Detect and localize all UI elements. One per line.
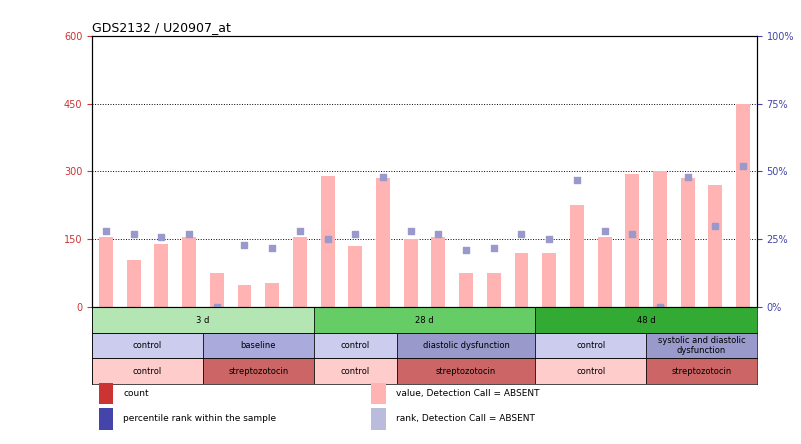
Point — [376, 173, 389, 180]
Bar — [396, 333, 535, 358]
Bar — [646, 358, 757, 384]
Text: streptozotocin: streptozotocin — [671, 367, 731, 376]
Bar — [265, 282, 279, 307]
Bar — [203, 358, 314, 384]
Bar — [535, 358, 646, 384]
Bar — [99, 408, 114, 429]
Point — [570, 176, 583, 183]
Bar — [404, 239, 417, 307]
Text: control: control — [133, 341, 162, 350]
Bar — [646, 333, 757, 358]
Bar — [514, 253, 529, 307]
Text: GDS2132 / U20907_at: GDS2132 / U20907_at — [92, 21, 231, 34]
Bar — [238, 285, 252, 307]
Text: 48 d: 48 d — [637, 316, 655, 325]
Point — [266, 244, 279, 251]
Point — [487, 244, 500, 251]
Bar — [314, 358, 396, 384]
Text: percentile rank within the sample: percentile rank within the sample — [123, 415, 276, 424]
Bar — [598, 237, 611, 307]
Bar — [203, 333, 314, 358]
Bar — [535, 307, 757, 333]
Bar — [396, 358, 535, 384]
Point — [293, 228, 306, 235]
Bar — [681, 178, 694, 307]
Text: control: control — [576, 367, 606, 376]
Bar — [92, 358, 203, 384]
Bar — [570, 206, 584, 307]
Bar — [487, 274, 501, 307]
Point — [99, 228, 112, 235]
Text: control: control — [576, 341, 606, 350]
Point — [405, 228, 417, 235]
Point — [460, 247, 473, 254]
Bar — [535, 333, 646, 358]
Bar — [626, 174, 639, 307]
Text: diastolic dysfunction: diastolic dysfunction — [423, 341, 509, 350]
Bar — [542, 253, 556, 307]
Text: control: control — [340, 341, 370, 350]
Point — [321, 236, 334, 243]
Bar — [127, 260, 141, 307]
Bar — [320, 176, 335, 307]
Point — [183, 230, 195, 238]
Bar — [372, 383, 386, 404]
Bar — [293, 237, 307, 307]
Text: streptozotocin: streptozotocin — [436, 367, 496, 376]
Text: streptozotocin: streptozotocin — [228, 367, 288, 376]
Text: baseline: baseline — [240, 341, 276, 350]
Bar — [708, 185, 723, 307]
Point — [349, 230, 362, 238]
Point — [737, 163, 750, 170]
Point — [127, 230, 140, 238]
Bar — [99, 237, 113, 307]
Text: rank, Detection Call = ABSENT: rank, Detection Call = ABSENT — [396, 415, 535, 424]
Point — [626, 230, 638, 238]
Bar — [182, 237, 196, 307]
Bar — [92, 333, 203, 358]
Bar — [155, 244, 168, 307]
Point — [432, 230, 445, 238]
Text: control: control — [340, 367, 370, 376]
Point — [682, 173, 694, 180]
Text: 3 d: 3 d — [196, 316, 210, 325]
Bar — [376, 178, 390, 307]
Bar — [99, 383, 114, 404]
Point — [543, 236, 556, 243]
Text: control: control — [133, 367, 162, 376]
Bar — [432, 237, 445, 307]
Bar — [372, 408, 386, 429]
Point — [598, 228, 611, 235]
Point — [515, 230, 528, 238]
Point — [211, 304, 223, 311]
Bar — [348, 246, 362, 307]
Point — [155, 233, 167, 240]
Point — [654, 304, 666, 311]
Text: value, Detection Call = ABSENT: value, Detection Call = ABSENT — [396, 389, 539, 398]
Text: 28 d: 28 d — [415, 316, 434, 325]
Bar — [314, 333, 396, 358]
Bar — [314, 307, 535, 333]
Bar — [459, 274, 473, 307]
Bar — [653, 171, 667, 307]
Text: systolic and diastolic
dysfunction: systolic and diastolic dysfunction — [658, 336, 746, 355]
Point — [709, 222, 722, 230]
Bar — [92, 307, 314, 333]
Text: count: count — [123, 389, 149, 398]
Point — [238, 242, 251, 249]
Bar — [736, 103, 750, 307]
Bar — [210, 274, 223, 307]
